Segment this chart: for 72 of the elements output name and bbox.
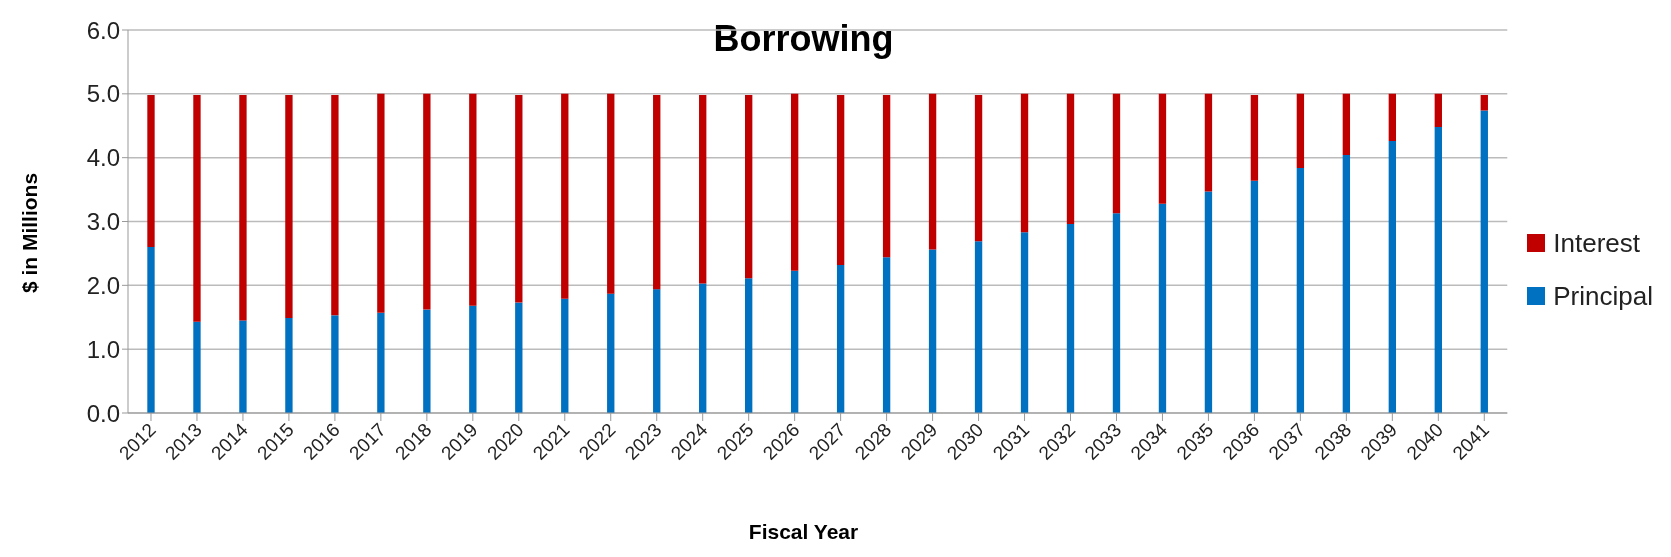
bar — [882, 257, 891, 413]
bar — [377, 93, 385, 313]
bar — [147, 95, 155, 248]
bar — [1480, 95, 1488, 111]
bar — [1480, 110, 1488, 413]
bar — [1434, 127, 1442, 413]
y-tick-label: 2.0 — [86, 271, 120, 299]
bar — [147, 247, 155, 413]
bar — [1388, 141, 1397, 413]
bar — [790, 93, 799, 271]
bar — [699, 95, 707, 284]
bar — [836, 95, 845, 265]
y-tick-label: 4.0 — [86, 144, 120, 172]
bar — [1112, 93, 1121, 214]
bar — [928, 93, 937, 250]
bar — [331, 315, 339, 413]
bar — [239, 320, 247, 413]
bar — [1204, 93, 1213, 192]
bar — [1066, 93, 1075, 225]
y-axis-title: $ in Millions — [18, 172, 42, 294]
bar — [1342, 155, 1351, 413]
bar — [1158, 93, 1167, 204]
y-tick-label: 0.0 — [86, 399, 120, 427]
bar — [1388, 93, 1397, 142]
bar — [469, 305, 477, 413]
bar — [974, 241, 983, 413]
bar — [974, 95, 983, 242]
bar — [699, 283, 707, 413]
bar — [653, 289, 661, 413]
legend-label: Principal — [1553, 280, 1653, 312]
bar — [423, 93, 431, 310]
bar — [561, 298, 569, 413]
bar — [1296, 93, 1305, 168]
bar — [836, 264, 845, 413]
bar — [1342, 93, 1351, 156]
bar — [193, 321, 201, 413]
y-tick-label: 3.0 — [86, 208, 120, 236]
bar — [882, 95, 891, 258]
bar — [285, 317, 293, 413]
bar — [607, 93, 615, 294]
bar — [193, 95, 201, 322]
bar — [285, 95, 293, 318]
y-tick-label: 1.0 — [86, 335, 120, 363]
legend-label: Interest — [1553, 227, 1640, 259]
bar — [469, 93, 477, 306]
chart-title: Borrowing — [712, 18, 895, 60]
bar — [1250, 95, 1259, 181]
bar — [1066, 224, 1075, 413]
bar — [515, 95, 523, 303]
bar — [377, 312, 385, 413]
bar — [653, 95, 661, 290]
bar — [561, 93, 569, 299]
bar — [607, 293, 615, 413]
y-tick-label: 5.0 — [86, 80, 120, 108]
bar — [790, 270, 799, 413]
bar — [1434, 93, 1442, 128]
bar — [928, 249, 937, 413]
bar — [423, 309, 431, 413]
bar — [1020, 232, 1029, 413]
bar — [1020, 93, 1029, 233]
bar — [1250, 180, 1259, 413]
x-axis-title: Fiscal Year — [747, 520, 860, 544]
y-tick-label: 6.0 — [86, 16, 120, 44]
bar — [1158, 203, 1167, 413]
bar — [1296, 167, 1305, 413]
bar — [239, 95, 247, 321]
bar — [745, 95, 753, 279]
bar — [515, 302, 523, 413]
bar — [331, 95, 339, 316]
bar — [745, 278, 753, 413]
bar — [1204, 191, 1213, 413]
bar — [1112, 213, 1121, 413]
